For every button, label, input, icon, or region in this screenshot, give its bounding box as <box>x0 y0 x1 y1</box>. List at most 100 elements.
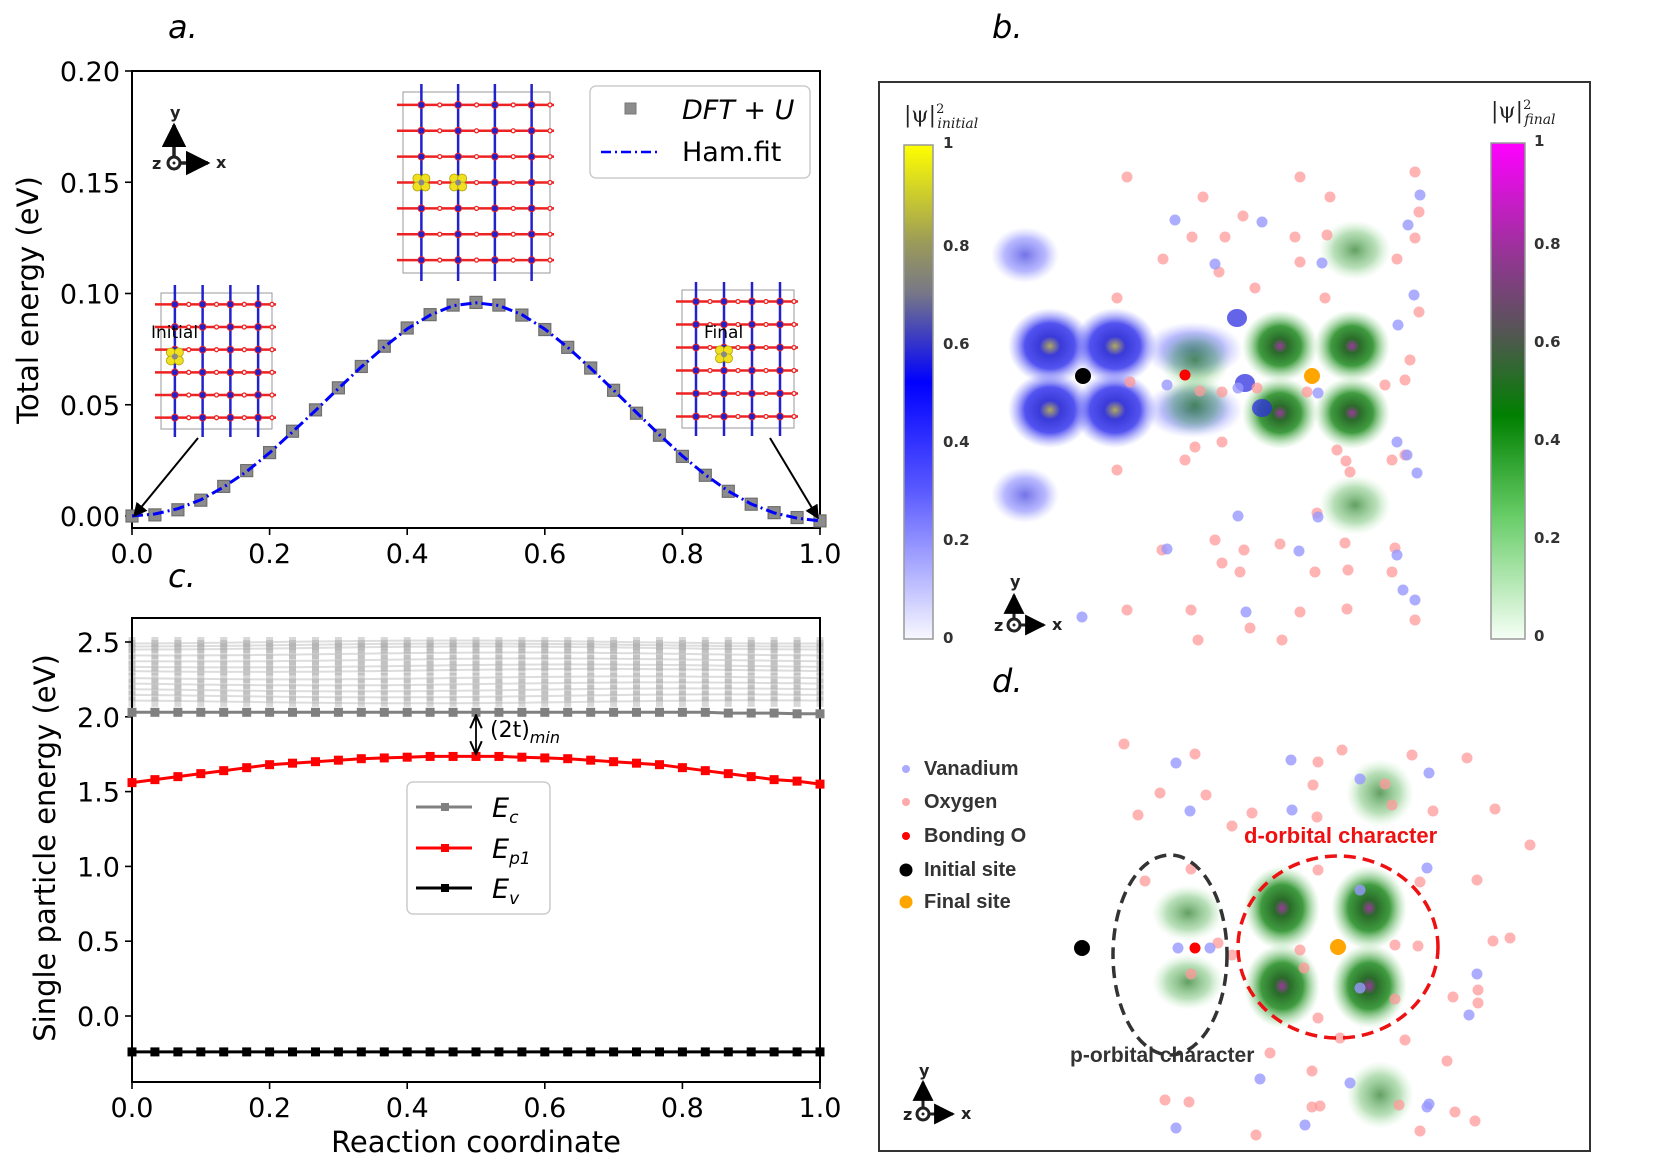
band-marker <box>243 672 251 683</box>
p-orbital-lobe <box>1152 954 1224 1010</box>
band-marker <box>633 637 641 647</box>
oxygen-atom <box>1404 354 1416 366</box>
oxygen-atom <box>1183 1096 1195 1108</box>
band-marker <box>724 642 732 653</box>
series-marker <box>677 1047 687 1057</box>
legend-item-final-site: Final site <box>899 891 1011 913</box>
band-marker <box>243 637 251 647</box>
band-marker <box>564 654 572 665</box>
oxygen-atom <box>1469 1115 1481 1127</box>
vanadium-atom <box>1299 1119 1311 1131</box>
band-marker <box>678 654 686 665</box>
oxygen-atom <box>1289 231 1301 243</box>
band-marker <box>311 678 319 689</box>
series-marker <box>723 1047 733 1057</box>
initial-arrow <box>133 437 199 518</box>
series-marker <box>654 1047 664 1057</box>
oxygen-atom <box>1386 799 1398 811</box>
band-marker <box>449 660 457 671</box>
band-marker <box>770 678 778 689</box>
vanadium-atom <box>1286 804 1298 816</box>
band-marker <box>151 665 159 676</box>
initial-density-lobe <box>1008 308 1092 384</box>
band-marker <box>701 654 709 665</box>
x-tick-label: 0.8 <box>661 1093 704 1124</box>
band-marker <box>243 696 251 707</box>
band-marker <box>587 678 595 689</box>
series-marker <box>654 707 664 717</box>
oxygen-atom <box>1294 606 1306 618</box>
band-marker <box>770 672 778 683</box>
band-marker <box>678 637 686 647</box>
band-line <box>131 693 821 699</box>
final-density-lobe <box>1346 1061 1414 1129</box>
series-marker <box>173 707 183 717</box>
band-marker <box>357 639 365 650</box>
x-tick-label: 0.0 <box>111 539 154 570</box>
initial-density-lobe <box>991 467 1059 523</box>
band-marker <box>747 696 755 707</box>
oxygen-atom <box>1409 166 1421 178</box>
oxygen-atom <box>1406 749 1418 761</box>
colorbar-tick-label: 0.4 <box>943 433 970 451</box>
band-marker <box>174 660 182 671</box>
series-marker <box>654 760 664 770</box>
structure-inset-final <box>676 282 798 436</box>
final-density-lobe <box>1242 310 1318 382</box>
d-orbital-ellipse <box>1236 854 1440 1040</box>
vanadium-atom <box>1254 1073 1266 1085</box>
band-marker <box>633 696 641 707</box>
band-marker <box>289 654 297 665</box>
band-marker <box>151 684 159 695</box>
oxygen-atom <box>1251 382 1263 394</box>
oxygen-atom <box>1336 744 1348 756</box>
ham-fit-line <box>131 301 821 523</box>
band-marker <box>449 665 457 676</box>
series-marker <box>586 707 596 717</box>
band-marker <box>655 696 663 707</box>
svg-text:x: x <box>1052 615 1063 634</box>
oxygen-atom <box>1246 807 1258 819</box>
legend-item-vanadium: Vanadium <box>902 758 1018 780</box>
band-marker <box>380 684 388 695</box>
svg-text:x: x <box>961 1104 972 1123</box>
legend-hamfit-label: Ham.fit <box>682 137 781 168</box>
series-marker <box>219 766 229 776</box>
band-marker <box>266 690 274 701</box>
band-marker <box>449 672 457 683</box>
band-marker <box>380 639 388 650</box>
series-marker <box>219 707 229 717</box>
band-marker <box>380 678 388 689</box>
band-marker <box>197 678 205 689</box>
band-marker <box>151 639 159 650</box>
oxygen-atom <box>1471 874 1483 886</box>
series-marker <box>196 769 206 779</box>
band-marker <box>518 639 526 650</box>
band-marker <box>701 648 709 659</box>
series-marker <box>494 751 504 761</box>
triad-y-label: y <box>170 103 181 122</box>
band-marker <box>151 648 159 659</box>
colorbar-tick-label: 0.2 <box>943 531 970 549</box>
series-marker <box>356 754 366 764</box>
band-marker <box>701 660 709 671</box>
band-marker <box>495 665 503 676</box>
band-marker <box>701 665 709 676</box>
band-marker <box>518 660 526 671</box>
final-density-lobe <box>1159 375 1231 435</box>
initial-site-marker <box>1074 940 1090 956</box>
oxygen-atom <box>1412 940 1424 952</box>
vanadium-atom <box>1471 968 1483 980</box>
legend-marker <box>899 895 913 909</box>
panel-a-chart: 0.0 0.2 0.4 0.6 0.8 1.0 0.00 0.05 0.10 0.15 0.20 T… <box>11 57 841 570</box>
vanadium-atom <box>1414 189 1426 201</box>
band-marker <box>289 684 297 695</box>
legend-item-oxygen: Oxygen <box>902 791 997 813</box>
vanadium-atom <box>1161 543 1173 555</box>
band-marker <box>426 684 434 695</box>
band-marker <box>541 637 549 647</box>
band-marker <box>770 642 778 653</box>
band-marker <box>289 648 297 659</box>
panel-a-ylabel: Total energy (eV) <box>11 176 45 425</box>
oxygen-atom <box>1294 256 1306 268</box>
